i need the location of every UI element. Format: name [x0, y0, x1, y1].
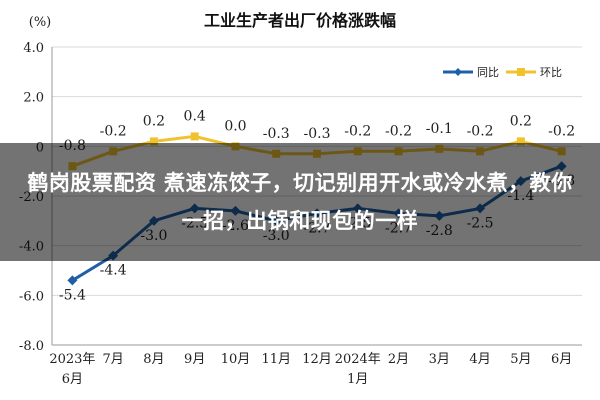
data-label-mom: -0.2	[385, 123, 412, 139]
x-tick-label: 2024年 1月	[335, 352, 381, 387]
x-tick-label: 4月	[469, 352, 490, 367]
data-point-mom	[190, 132, 199, 141]
chart-title: 工业生产者出厂价格涨跌幅	[204, 11, 396, 30]
data-point-mom	[149, 137, 158, 146]
y-tick-label: 4.0	[23, 41, 44, 56]
legend-marker-mom	[517, 68, 525, 76]
legend-label-yoy: 同比	[477, 66, 499, 79]
y-tick-label: 2.0	[23, 91, 44, 106]
data-label-yoy: -5.4	[59, 287, 86, 303]
x-tick-label: 10月	[221, 352, 251, 367]
x-tick-label: 12月	[302, 352, 332, 367]
data-label-mom: 0.2	[143, 113, 165, 129]
data-label-mom: -0.2	[344, 123, 371, 139]
data-label-mom: -0.3	[263, 126, 290, 142]
x-tick-label: 8月	[143, 352, 164, 367]
legend-marker-yoy	[454, 68, 462, 76]
overlay-caption[interactable]: 鹤岗股票配资 煮速冻饺子，切记别用开水或冷水煮，教你一招，出锅和现包的一样	[27, 171, 573, 233]
data-label-mom: -0.2	[100, 123, 127, 139]
data-label-yoy: -4.4	[100, 263, 127, 279]
data-label-mom: 0.4	[184, 108, 206, 124]
y-axis-unit: (%)	[29, 15, 52, 30]
x-tick-label: 6月	[551, 352, 572, 367]
x-tick-label: 5月	[510, 352, 531, 367]
data-label-mom: -0.3	[304, 126, 331, 142]
data-label-mom: 0.0	[224, 118, 246, 134]
data-point-yoy	[67, 275, 78, 286]
overlay-banner[interactable]: 鹤岗股票配资 煮速冻饺子，切记别用开水或冷水煮，教你一招，出锅和现包的一样	[0, 143, 600, 261]
x-tick-label: 3月	[429, 352, 450, 367]
x-tick-label: 7月	[103, 352, 124, 367]
y-tick-label: -8.0	[19, 339, 44, 354]
legend-label-mom: 环比	[540, 66, 562, 79]
data-label-mom: -0.1	[426, 121, 453, 137]
x-tick-label: 9月	[184, 352, 205, 367]
x-tick-label: 2023年 6月	[49, 352, 95, 387]
data-label-mom: -0.2	[548, 123, 575, 139]
x-tick-label: 2月	[388, 352, 409, 367]
data-label-mom: 0.2	[510, 113, 532, 129]
x-tick-label: 11月	[261, 352, 291, 367]
data-point-mom	[516, 137, 525, 146]
y-tick-label: -6.0	[19, 289, 44, 304]
data-label-mom: -0.2	[467, 123, 494, 139]
